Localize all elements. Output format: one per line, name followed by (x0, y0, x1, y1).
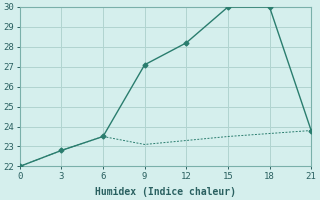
X-axis label: Humidex (Indice chaleur): Humidex (Indice chaleur) (95, 186, 236, 197)
